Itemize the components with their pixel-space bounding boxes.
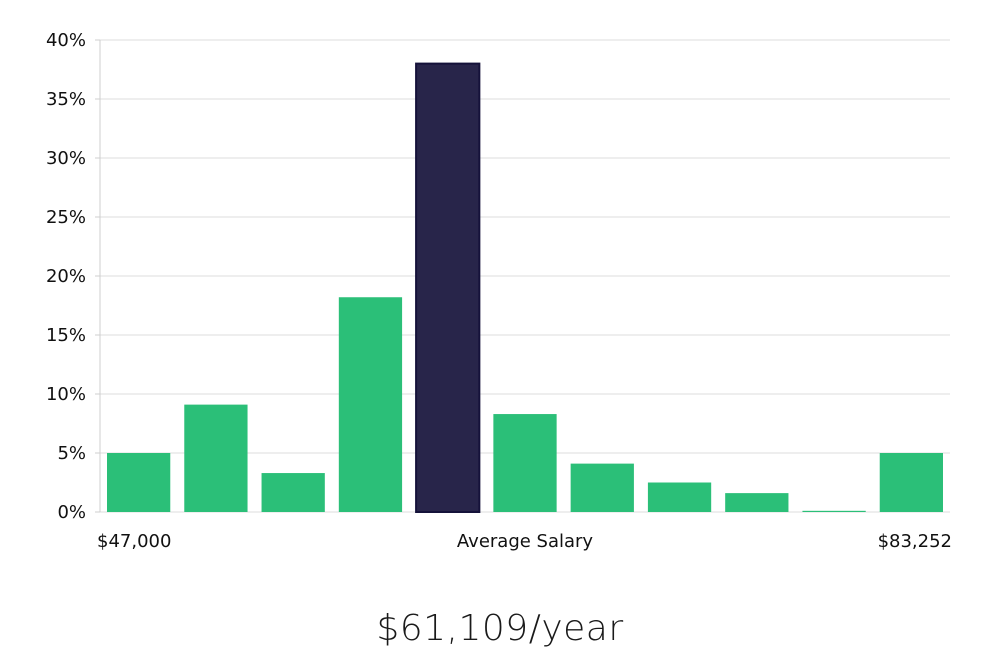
y-tick-label: 20% [46,266,86,287]
salary-bar [184,404,248,512]
y-tick-label: 30% [46,148,86,169]
y-tick-label: 0% [57,502,86,523]
salary-bar [107,453,171,512]
y-tick-label: 5% [57,443,86,464]
salary-bar [261,473,325,512]
y-tick-label: 10% [46,384,86,405]
salary-bar [802,510,866,512]
x-end-label: $83,252 [878,531,952,552]
x-center-label: Average Salary [457,531,594,552]
salary-bar [879,453,943,512]
salary-bar [338,297,403,512]
bars [107,62,943,513]
salary-bar [647,482,712,512]
salary-distribution-chart: 0% 5% 10% 15% 20% 25% 30% 35% 40% $47,000 Averag… [46,30,952,552]
average-salary-value: $61,109/year [376,608,624,649]
y-tick-label: 25% [46,207,86,228]
y-tick-label: 15% [46,325,86,346]
y-tick-label: 40% [46,30,86,51]
x-start-label: $47,000 [97,531,171,552]
average-salary-bar [415,62,481,513]
y-tick-label: 35% [46,89,86,110]
x-axis-labels: $47,000 Average Salary $83,252 [97,531,952,552]
salary-bar [493,414,557,512]
salary-bar [725,493,789,512]
salary-bar [570,463,634,512]
y-axis: 0% 5% 10% 15% 20% 25% 30% 35% 40% [46,30,101,523]
